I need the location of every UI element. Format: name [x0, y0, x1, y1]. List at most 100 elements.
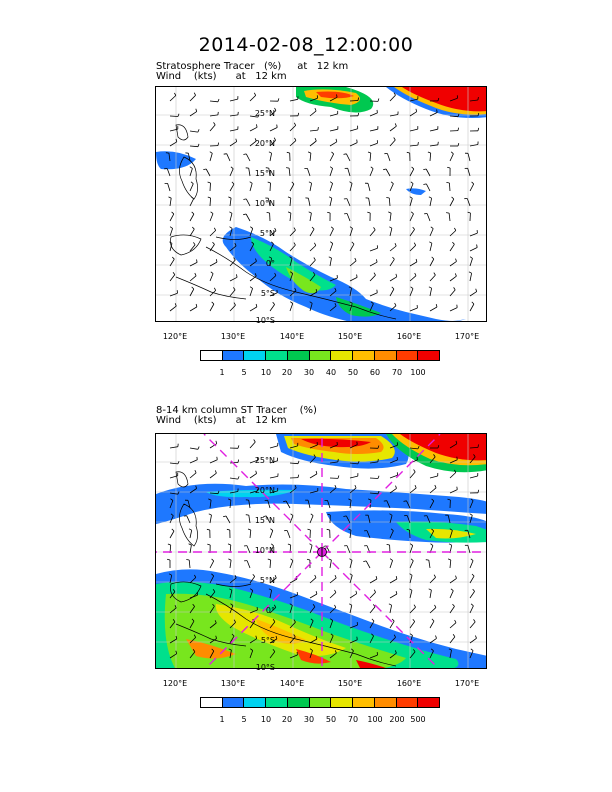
wind-barb	[209, 515, 212, 524]
wind-barb	[189, 651, 196, 659]
wind-barb	[429, 456, 436, 464]
lat-label: 5°S	[260, 289, 275, 298]
wind-barb	[289, 487, 297, 494]
wind-barb	[449, 559, 452, 569]
wind-barb-flag	[313, 454, 316, 458]
wind-barb-flag	[348, 498, 352, 501]
wind-barb	[369, 229, 376, 237]
wind-barb-flag	[456, 456, 458, 460]
wind-barb	[289, 560, 294, 569]
colorbar-swatch	[353, 351, 375, 360]
wind-barb	[469, 500, 474, 509]
wind-barb	[209, 244, 215, 252]
wind-barb	[169, 591, 176, 599]
wind-barb	[469, 605, 474, 614]
wind-barb	[229, 213, 233, 222]
wind-barb-flag	[413, 604, 416, 608]
wind-barb	[249, 621, 255, 629]
wind-barb	[469, 232, 478, 237]
wind-barb-flag	[423, 183, 427, 185]
wind-barb	[469, 575, 475, 584]
wind-barb	[389, 94, 396, 102]
wind-barb	[169, 228, 173, 237]
lon-label: 150°E	[337, 332, 363, 341]
wind-barb	[229, 98, 238, 102]
wind-barb-flag	[355, 590, 358, 594]
wind-barb-flag	[287, 196, 291, 199]
wind-barb-flag	[455, 440, 458, 444]
wind-barb	[429, 144, 438, 147]
wind-barb	[389, 459, 398, 464]
wind-barb-flag	[172, 589, 176, 592]
wind-barb	[249, 306, 258, 312]
wind-barb	[329, 444, 338, 449]
wind-barb-flag	[411, 166, 415, 170]
wind-barb	[369, 606, 376, 614]
wind-barb-flag	[453, 287, 456, 291]
lat-label: 20°N	[254, 486, 275, 495]
wind-barb-flag	[392, 256, 395, 260]
wind-barb-flag	[452, 241, 455, 245]
wind-barb-flag	[271, 543, 274, 547]
wind-barb	[289, 605, 293, 614]
wind-barb-flag	[456, 486, 458, 490]
wind-barb	[428, 560, 431, 569]
wind-barb	[269, 275, 277, 282]
wind-barb-flag	[222, 515, 227, 518]
wind-barb-flag	[247, 528, 251, 531]
lon-label: 140°E	[279, 679, 305, 688]
wind-barb-flag	[297, 460, 300, 464]
wind-barb	[389, 125, 397, 132]
wind-barb	[248, 515, 251, 524]
wind-barb	[166, 168, 171, 177]
wind-barb	[329, 487, 337, 494]
wind-barb	[409, 651, 416, 659]
wind-barb	[248, 500, 251, 509]
wind-barb	[249, 638, 257, 644]
wind-barb-flag	[213, 122, 216, 126]
wind-barb-flag	[477, 127, 480, 131]
wind-barb-flag	[228, 498, 232, 501]
wind-barb-flag	[231, 181, 235, 185]
colorbar-swatch	[287, 351, 310, 360]
colorbar-swatch	[309, 351, 332, 360]
wind-barb-flag	[195, 303, 198, 308]
wind-barb-flag	[175, 650, 178, 654]
wind-barb-flag	[212, 589, 216, 592]
wind-barb-flag	[428, 286, 432, 289]
wind-barb-flag	[174, 92, 177, 96]
wind-barb	[409, 621, 416, 629]
wind-barb	[309, 291, 318, 297]
wind-barb-flag	[315, 635, 318, 640]
wind-barb-flag	[249, 181, 253, 184]
wind-barb	[269, 182, 271, 192]
wind-barb	[349, 575, 353, 584]
wind-barb	[386, 500, 391, 509]
wind-barb	[469, 99, 478, 102]
wind-barb	[209, 182, 211, 192]
panel2-coastlines	[170, 471, 397, 667]
wind-barb	[307, 168, 311, 177]
wind-barb	[229, 462, 239, 464]
wind-barb	[229, 168, 234, 177]
wind-barb	[189, 275, 197, 282]
wind-barb-flag	[168, 196, 172, 199]
wind-barb-flag	[330, 226, 334, 230]
wind-barb	[229, 560, 232, 569]
wind-barb	[469, 650, 474, 659]
wind-barb	[269, 140, 276, 147]
wind-barb	[387, 153, 391, 162]
wind-barb-flag	[289, 603, 293, 606]
wind-barb-flag	[312, 272, 316, 276]
wind-barb-flag	[294, 137, 297, 141]
wind-barb	[249, 183, 253, 192]
wind-barb-flag	[229, 226, 233, 229]
wind-barb-flag	[327, 513, 331, 516]
wind-barb	[189, 488, 197, 494]
wind-barb	[409, 275, 417, 282]
lat-label: 0°	[265, 606, 275, 615]
wind-barb	[389, 515, 393, 524]
wind-barb	[369, 620, 375, 629]
wind-barb-flag	[233, 287, 236, 291]
wind-barb	[189, 130, 198, 133]
